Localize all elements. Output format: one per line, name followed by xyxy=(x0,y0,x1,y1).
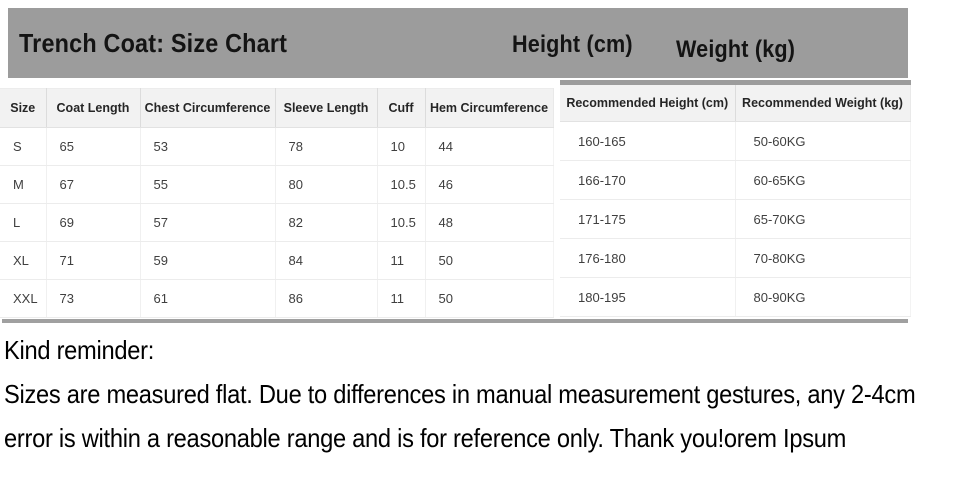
cell-chest-circumference: 61 xyxy=(140,279,276,318)
table-row-xl: XL 71 59 84 11 50 xyxy=(0,241,554,280)
cell-size: S xyxy=(0,127,47,166)
weight-unit-label: Weight (kg) xyxy=(676,36,796,63)
cell-recommended-weight: 60-65KG xyxy=(735,160,911,200)
table-row: 176-180 70-80KG xyxy=(560,238,911,278)
cell-hem-circumference: 46 xyxy=(425,165,554,204)
table-row-l: L 69 57 82 10.5 48 xyxy=(0,203,554,242)
size-table-header-row: Size Coat Length Chest Circumference Sle… xyxy=(0,88,554,128)
cell-size: XXL xyxy=(0,279,47,318)
reminder-line: Sizes are measured flat. Due to differen… xyxy=(4,379,916,409)
cell-sleeve-length: 84 xyxy=(275,241,378,280)
cell-recommended-height: 180-195 xyxy=(560,277,736,317)
table-row: 166-170 60-65KG xyxy=(560,160,911,200)
column-header-size: Size xyxy=(0,88,47,128)
cell-cuff: 11 xyxy=(377,279,426,318)
cell-recommended-weight: 70-80KG xyxy=(735,238,911,278)
cell-hem-circumference: 44 xyxy=(425,127,554,166)
cell-recommended-weight: 65-70KG xyxy=(735,199,911,239)
cell-recommended-height: 171-175 xyxy=(560,199,736,239)
table-row-s: S 65 53 78 10 44 xyxy=(0,127,554,166)
column-header-coat-length: Coat Length xyxy=(46,88,141,128)
height-unit-label: Height (cm) xyxy=(512,31,633,58)
cell-coat-length: 69 xyxy=(46,203,141,242)
recommendation-table: Recommended Height (cm) Recommended Weig… xyxy=(560,80,911,317)
table-row-xxl: XXL 73 61 86 11 50 xyxy=(0,279,554,318)
cell-chest-circumference: 57 xyxy=(140,203,276,242)
cell-chest-circumference: 59 xyxy=(140,241,276,280)
cell-sleeve-length: 78 xyxy=(275,127,378,166)
column-header-sleeve-length: Sleeve Length xyxy=(275,88,378,128)
recommendation-header-row: Recommended Height (cm) Recommended Weig… xyxy=(560,82,911,122)
table-row-m: M 67 55 80 10.5 46 xyxy=(0,165,554,204)
page-title: Trench Coat: Size Chart xyxy=(19,28,288,58)
divider-rule xyxy=(2,319,908,323)
cell-size: L xyxy=(0,203,47,242)
reminder-note: Kind reminder: Sizes are measured flat. … xyxy=(4,328,970,460)
cell-hem-circumference: 50 xyxy=(425,241,554,280)
cell-recommended-height: 160-165 xyxy=(560,121,736,161)
cell-recommended-height: 166-170 xyxy=(560,160,736,200)
size-table: Size Coat Length Chest Circumference Sle… xyxy=(0,88,554,318)
cell-sleeve-length: 80 xyxy=(275,165,378,204)
cell-size: XL xyxy=(0,241,47,280)
cell-cuff: 10.5 xyxy=(377,165,426,204)
cell-hem-circumference: 48 xyxy=(425,203,554,242)
cell-size: M xyxy=(0,165,47,204)
cell-cuff: 10.5 xyxy=(377,203,426,242)
cell-cuff: 11 xyxy=(377,241,426,280)
column-header-chest-circumference: Chest Circumference xyxy=(140,88,276,128)
column-header-recommended-weight: Recommended Weight (kg) xyxy=(735,82,911,122)
column-header-recommended-height: Recommended Height (cm) xyxy=(560,82,736,122)
column-header-hem-circumference: Hem Circumference xyxy=(425,88,554,128)
table-row: 180-195 80-90KG xyxy=(560,277,911,317)
cell-recommended-height: 176-180 xyxy=(560,238,736,278)
cell-coat-length: 73 xyxy=(46,279,141,318)
cell-hem-circumference: 50 xyxy=(425,279,554,318)
cell-coat-length: 65 xyxy=(46,127,141,166)
title-banner: Trench Coat: Size Chart Height (cm) Weig… xyxy=(8,8,908,78)
reminder-line: error is within a reasonable range and i… xyxy=(4,423,847,453)
cell-recommended-weight: 50-60KG xyxy=(735,121,911,161)
column-header-cuff: Cuff xyxy=(377,88,426,128)
cell-chest-circumference: 53 xyxy=(140,127,276,166)
cell-sleeve-length: 82 xyxy=(275,203,378,242)
cell-recommended-weight: 80-90KG xyxy=(735,277,911,317)
cell-cuff: 10 xyxy=(377,127,426,166)
cell-sleeve-length: 86 xyxy=(275,279,378,318)
reminder-heading: Kind reminder: xyxy=(4,335,155,365)
cell-coat-length: 67 xyxy=(46,165,141,204)
cell-chest-circumference: 55 xyxy=(140,165,276,204)
cell-coat-length: 71 xyxy=(46,241,141,280)
table-row: 160-165 50-60KG xyxy=(560,121,911,161)
table-row: 171-175 65-70KG xyxy=(560,199,911,239)
